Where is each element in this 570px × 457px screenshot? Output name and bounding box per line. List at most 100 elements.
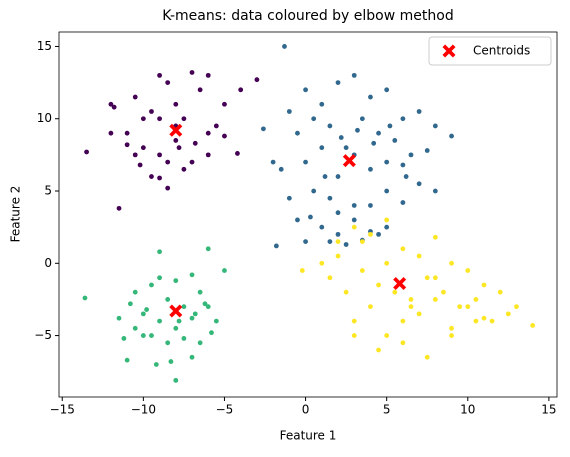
point (400, 318, 406, 324)
point (149, 282, 154, 288)
point (303, 87, 308, 93)
point (140, 333, 146, 338)
point (368, 231, 373, 237)
point (384, 159, 390, 165)
point (465, 304, 471, 310)
point (173, 278, 179, 284)
centroid (169, 304, 183, 318)
x-tick-label: −15 (50, 403, 75, 417)
point (432, 188, 438, 194)
x-tick-label: −5 (216, 403, 234, 417)
point (416, 109, 422, 114)
legend-label: Centroids (473, 44, 530, 58)
point (489, 318, 495, 324)
point (387, 123, 393, 129)
point (238, 87, 244, 93)
point (335, 231, 341, 237)
point (235, 151, 240, 156)
point (432, 234, 438, 240)
point (351, 333, 357, 338)
x-tick-label: 5 (383, 403, 391, 417)
point (121, 336, 127, 341)
point (416, 311, 422, 317)
point (127, 301, 133, 307)
point (432, 123, 438, 129)
point (157, 175, 162, 181)
point (351, 224, 357, 230)
point (392, 138, 398, 143)
point (376, 231, 381, 237)
point (303, 159, 308, 165)
point (140, 311, 146, 317)
point (335, 174, 341, 179)
point (108, 101, 114, 107)
point (449, 325, 454, 331)
point (149, 333, 154, 338)
point (157, 249, 162, 255)
point (359, 239, 365, 245)
point (222, 101, 227, 107)
y-tick-label: −5 (34, 328, 52, 342)
point (205, 72, 211, 78)
plot-frame (58, 31, 558, 398)
point (132, 94, 138, 100)
legend (428, 36, 552, 66)
point (335, 253, 341, 259)
point (132, 152, 138, 158)
point (338, 135, 344, 140)
point (205, 152, 211, 158)
point (286, 195, 292, 201)
point (371, 140, 377, 146)
point (384, 333, 390, 338)
point (351, 72, 357, 78)
point (308, 214, 313, 220)
point (116, 205, 122, 211)
point (319, 224, 325, 230)
point (176, 145, 182, 151)
point (222, 133, 227, 139)
point (384, 224, 390, 230)
point (149, 174, 154, 179)
centroid (342, 154, 356, 168)
point (449, 133, 454, 139)
point (384, 260, 390, 266)
point (327, 275, 333, 281)
point (144, 307, 149, 312)
point (168, 359, 174, 364)
point (140, 116, 146, 122)
point (327, 195, 333, 201)
point (319, 145, 325, 151)
point (408, 152, 414, 158)
point (351, 318, 357, 324)
point (327, 239, 333, 245)
point (343, 289, 349, 295)
point (311, 188, 317, 194)
point (82, 295, 88, 301)
point (202, 301, 208, 307)
point (359, 116, 365, 122)
point (376, 282, 381, 288)
x-tick-label: 15 (541, 403, 556, 417)
point (530, 323, 536, 328)
point (424, 148, 430, 153)
point (449, 260, 454, 266)
point (416, 181, 422, 187)
point (327, 123, 333, 129)
point (384, 217, 390, 223)
point (303, 239, 308, 245)
point (392, 289, 398, 295)
point (254, 77, 260, 83)
point (197, 340, 203, 346)
point (273, 243, 279, 249)
point (189, 159, 195, 165)
point (189, 354, 195, 360)
point (192, 140, 198, 146)
point (351, 217, 357, 223)
x-axis-label: Feature 1 (280, 429, 337, 443)
point (165, 80, 171, 85)
point (213, 123, 219, 129)
point (213, 318, 219, 324)
point (384, 188, 390, 194)
point (400, 162, 406, 168)
point (424, 354, 430, 360)
